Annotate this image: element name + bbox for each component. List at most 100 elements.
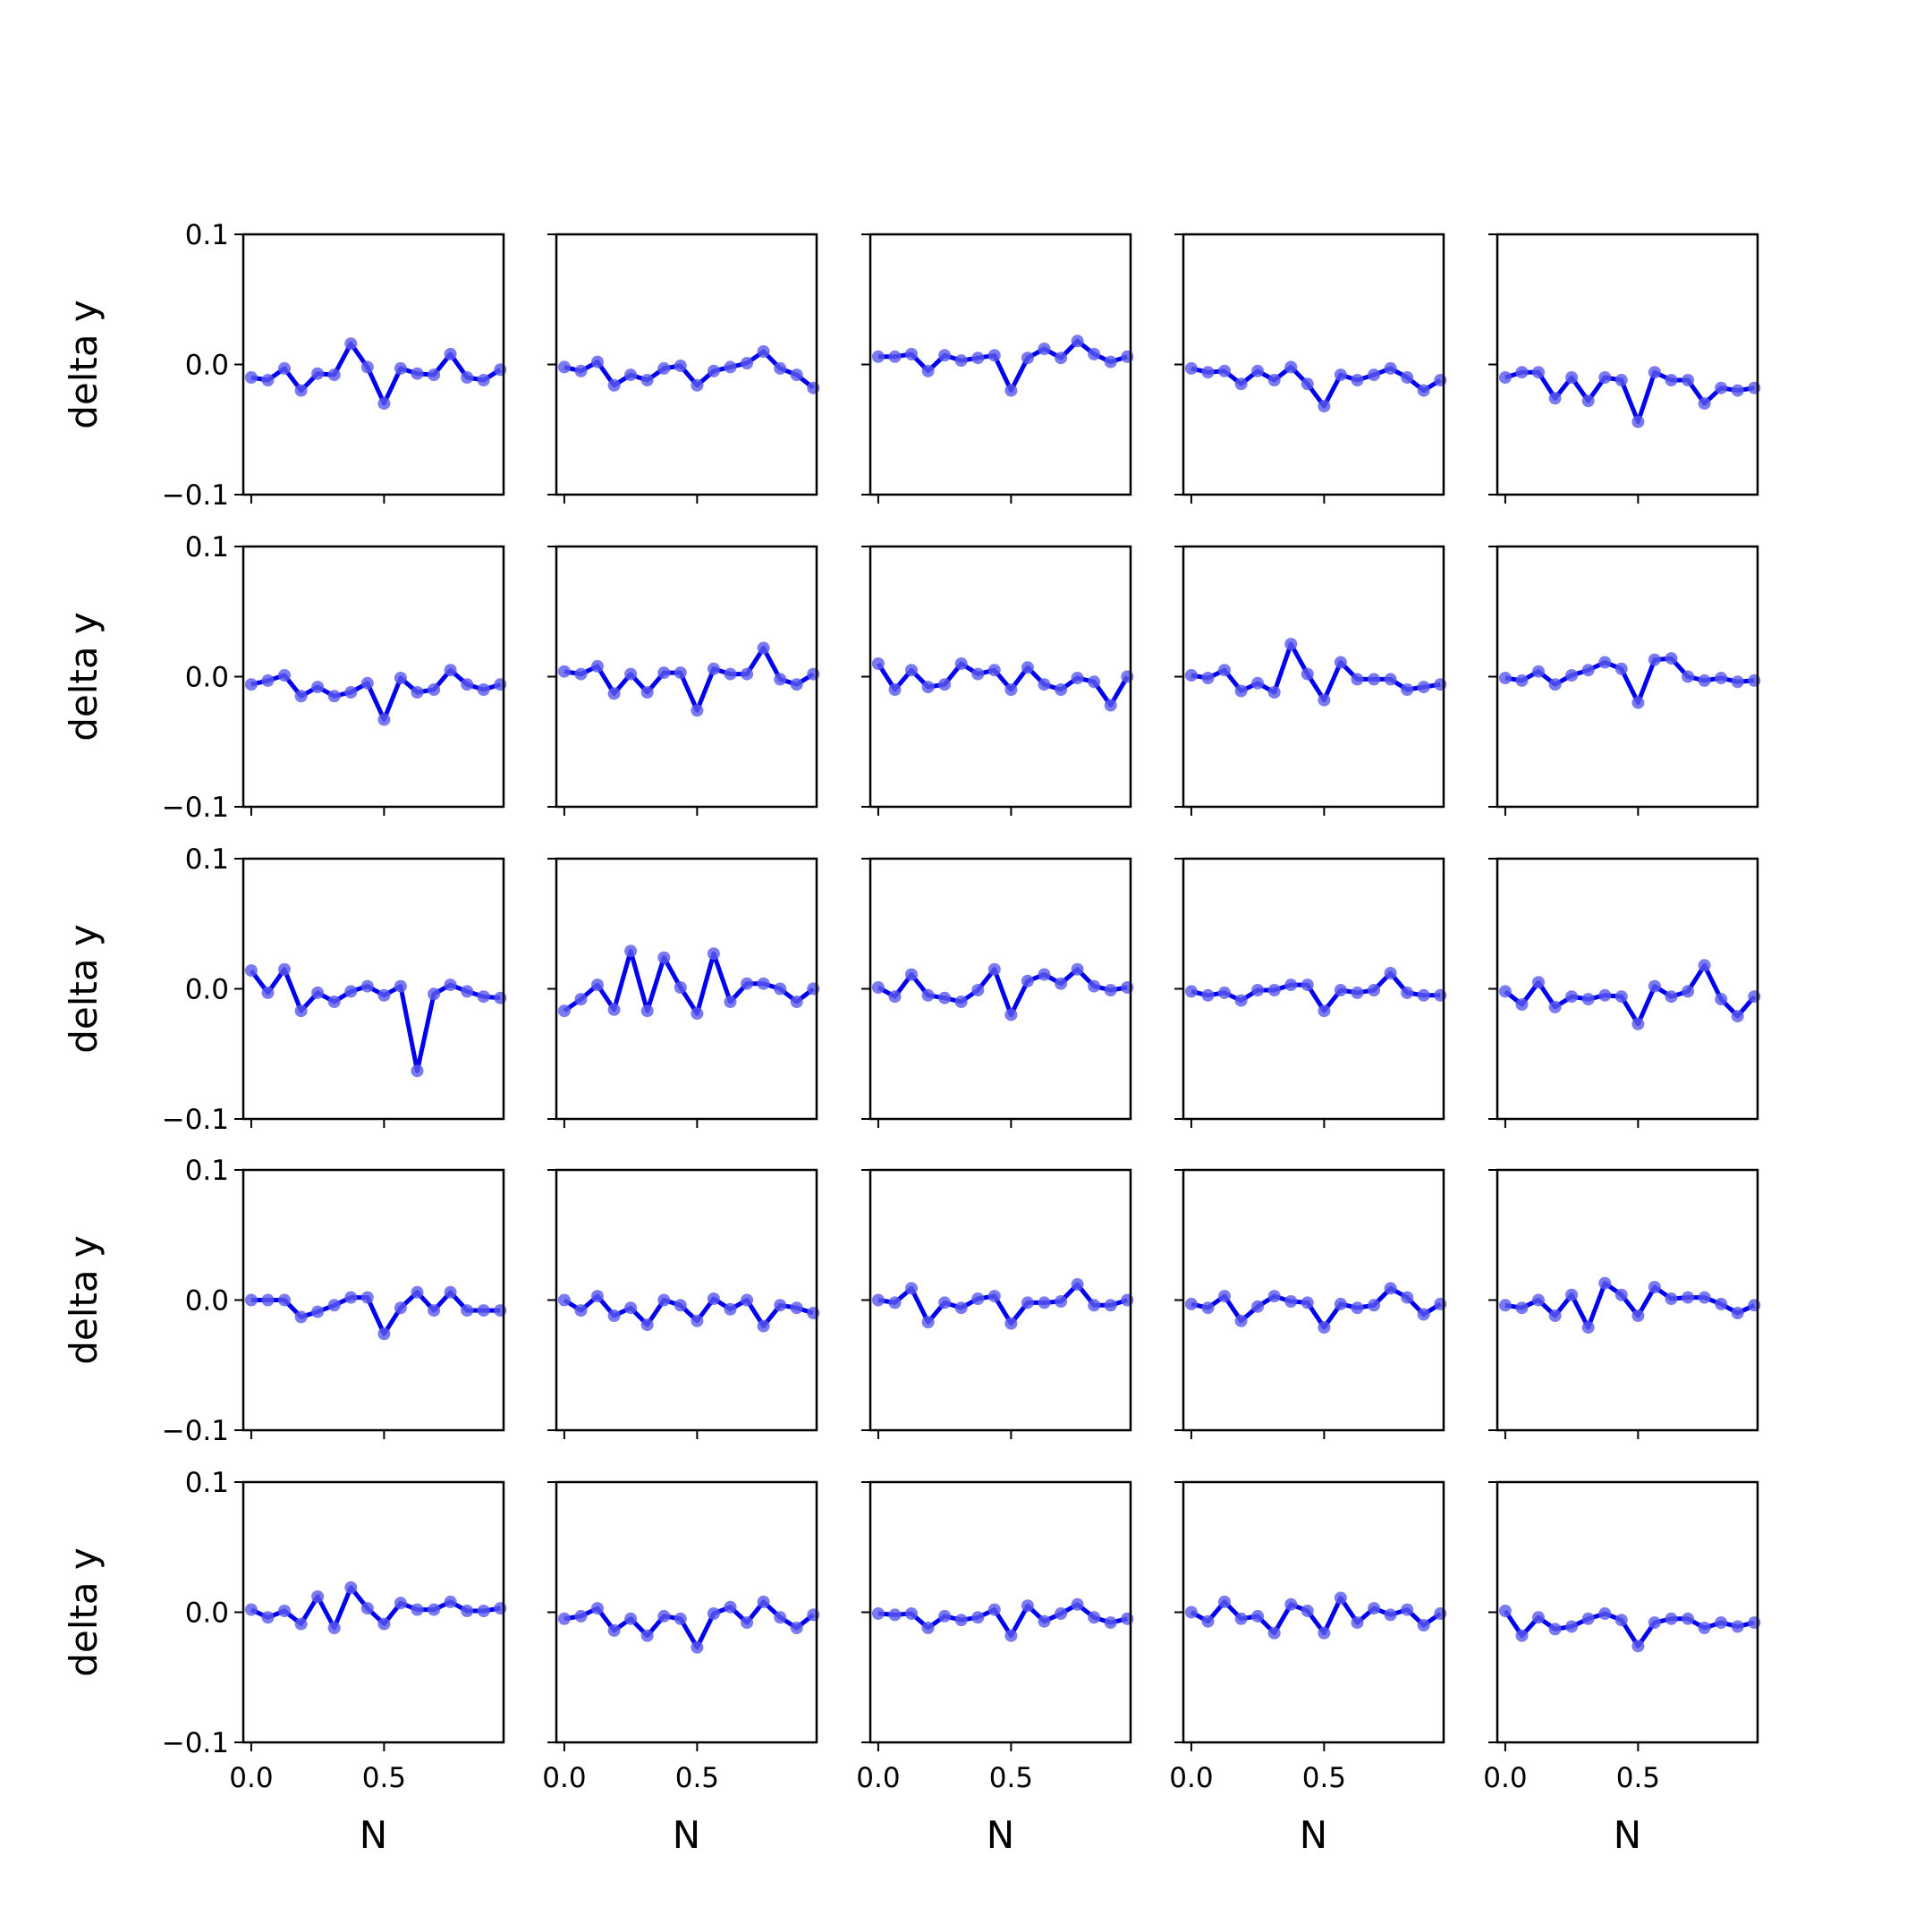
data-point [724,1302,737,1316]
series-line [564,349,815,390]
x-tick-label: 0.0 [229,1762,273,1794]
subplot-r3-c3 [861,857,1134,1128]
data-point [1351,374,1364,386]
data-point [1565,371,1579,384]
data-point [444,979,457,992]
data-point [1351,1616,1364,1630]
data-point [477,1304,490,1318]
y-tick-label: 0.1 [185,531,229,564]
data-point [1334,369,1347,382]
data-point [1532,665,1545,678]
data-point [1004,1317,1018,1330]
data-point [640,374,654,386]
data-point [461,985,474,998]
data-point [261,986,275,999]
axes-frame [1496,1480,1759,1744]
data-point [1631,415,1645,428]
data-point [1665,1292,1678,1305]
data-point [1318,400,1331,413]
y-tick-label: −0.1 [162,1727,229,1759]
data-point [1267,374,1281,386]
data-point [1614,374,1628,386]
data-point [327,996,341,1008]
data-point [938,349,952,362]
data-point [691,378,704,392]
data-point [1201,1614,1215,1628]
data-point [261,674,275,687]
subplot-r4-c4 [1174,1168,1447,1439]
data-point [1384,1282,1397,1295]
data-point [657,1293,671,1307]
data-point [1715,1297,1728,1310]
data-point [360,676,374,690]
data-point [428,369,441,382]
data-point [607,1003,621,1016]
x-tick-label: 0.5 [1616,1762,1660,1794]
series-line [1191,364,1442,409]
data-point [574,364,588,377]
data-point [905,1282,918,1295]
x-axis-label: N [1614,1813,1641,1857]
data-point [741,1293,754,1307]
series-line [877,1602,1128,1639]
data-point [888,350,902,363]
data-point [344,337,358,351]
series-line [564,1599,815,1650]
data-point [1417,1308,1430,1321]
data-point [591,1290,604,1303]
data-point [278,361,291,375]
axes-frame [869,1480,1132,1744]
data-point [1665,990,1678,1004]
data-point [1088,1611,1101,1624]
data-point [724,667,737,681]
data-point [477,990,490,1004]
data-point [1184,361,1198,375]
series-line [1504,369,1755,424]
data-point [1384,673,1397,686]
data-point [674,360,687,372]
axes-frame [1182,1168,1445,1432]
data-point [1581,993,1595,1006]
data-point [244,678,258,691]
data-point [377,988,391,1002]
data-point [1251,1609,1265,1623]
data-point [1648,1281,1661,1293]
data-point [1088,675,1101,689]
y-tick-label: 0.0 [185,350,229,382]
data-point [624,1612,638,1625]
x-tick-label: 0.0 [542,1762,586,1794]
data-point [1334,1591,1347,1605]
data-point [574,1304,588,1318]
x-axis-label: N [1300,1813,1327,1857]
data-point [724,996,737,1008]
y-tick-label: −0.1 [162,479,229,512]
data-point [411,1064,424,1078]
data-point [244,1293,258,1307]
data-point [1665,374,1678,386]
data-point [557,665,571,678]
subplot-r1-c1: −0.1 0.0 0.1 delta y [62,219,507,512]
data-point [1682,1291,1695,1304]
data-point [674,1299,687,1312]
data-point [1548,1309,1562,1322]
data-point [1598,988,1612,1002]
x-tick-label: 0.5 [675,1762,719,1794]
data-point [971,1292,985,1305]
data-point [905,664,918,677]
data-point [1401,1291,1414,1304]
y-tick-label: 0.1 [185,219,229,251]
y-axis-label: delta y [62,300,106,429]
data-point [591,979,604,992]
data-point [1498,371,1512,384]
data-point [1498,672,1512,684]
data-point [1598,371,1612,384]
series-line [1503,1609,1755,1648]
data-point [574,667,588,681]
data-point [1201,366,1215,379]
series-line [250,1290,501,1336]
data-point [707,662,720,675]
x-axis-label: N [987,1813,1014,1857]
data-point [1614,990,1628,1004]
data-point [1004,1629,1018,1642]
data-point [1698,1622,1711,1634]
